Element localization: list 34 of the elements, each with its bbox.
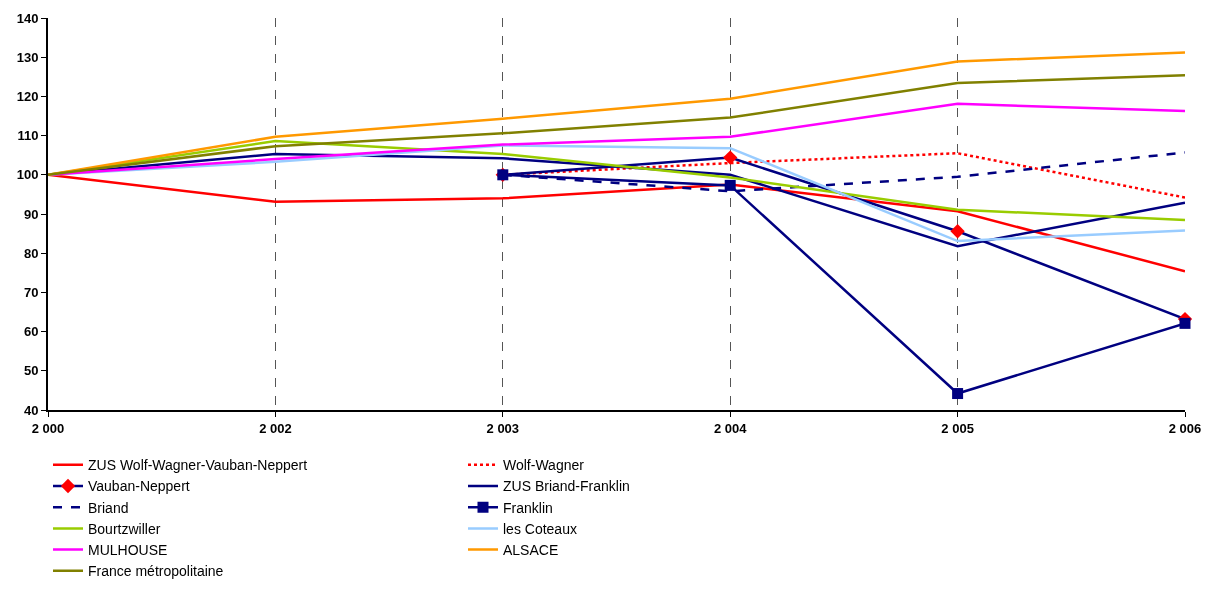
- point: [724, 179, 736, 191]
- x-tick-label: 2 002: [259, 420, 292, 436]
- point: [1179, 317, 1191, 329]
- point: [952, 388, 964, 400]
- point: [950, 224, 965, 239]
- x-tick-label: 2 006: [1168, 420, 1202, 436]
- y-tick-label: 140: [16, 10, 39, 26]
- legend-label: les Coteaux: [503, 520, 577, 537]
- x-tick-label: 2 005: [941, 420, 974, 436]
- y-tick-label: 130: [16, 49, 39, 65]
- legend-label: ALSACE: [503, 542, 559, 559]
- y-tick-label: 100: [16, 167, 39, 183]
- x-tick-label: 2 003: [486, 420, 520, 436]
- point: [723, 150, 738, 165]
- x-tick-label: 2 004: [713, 420, 748, 436]
- y-tick-label: 110: [17, 128, 39, 144]
- legend-label: Franklin: [503, 499, 553, 516]
- line-series: [48, 73, 1185, 177]
- legend-label: ZUS Wolf-Wagner-Vauban-Neppert: [88, 457, 308, 474]
- y-tick-label: 60: [23, 324, 39, 340]
- legend-label: Vauban-Neppert: [88, 478, 190, 495]
- y-tick-label: 80: [23, 245, 39, 261]
- legend-label: ZUS Briand-Franklin: [503, 478, 630, 495]
- legend-label: Wolf-Wagner: [503, 457, 585, 474]
- legend-label: Briand: [88, 499, 129, 516]
- y-tick-label: 40: [23, 402, 39, 418]
- legend-label: MULHOUSE: [88, 542, 168, 559]
- y-tick-label: 90: [23, 206, 39, 222]
- x-tick-label: 2 000: [31, 420, 65, 436]
- y-tick-label: 120: [16, 88, 39, 104]
- y-tick-label: 50: [23, 363, 39, 379]
- legend-label: Bourtzwiller: [88, 520, 161, 537]
- y-tick-label: 70: [23, 284, 39, 300]
- legend-label: France métropolitaine: [88, 563, 224, 580]
